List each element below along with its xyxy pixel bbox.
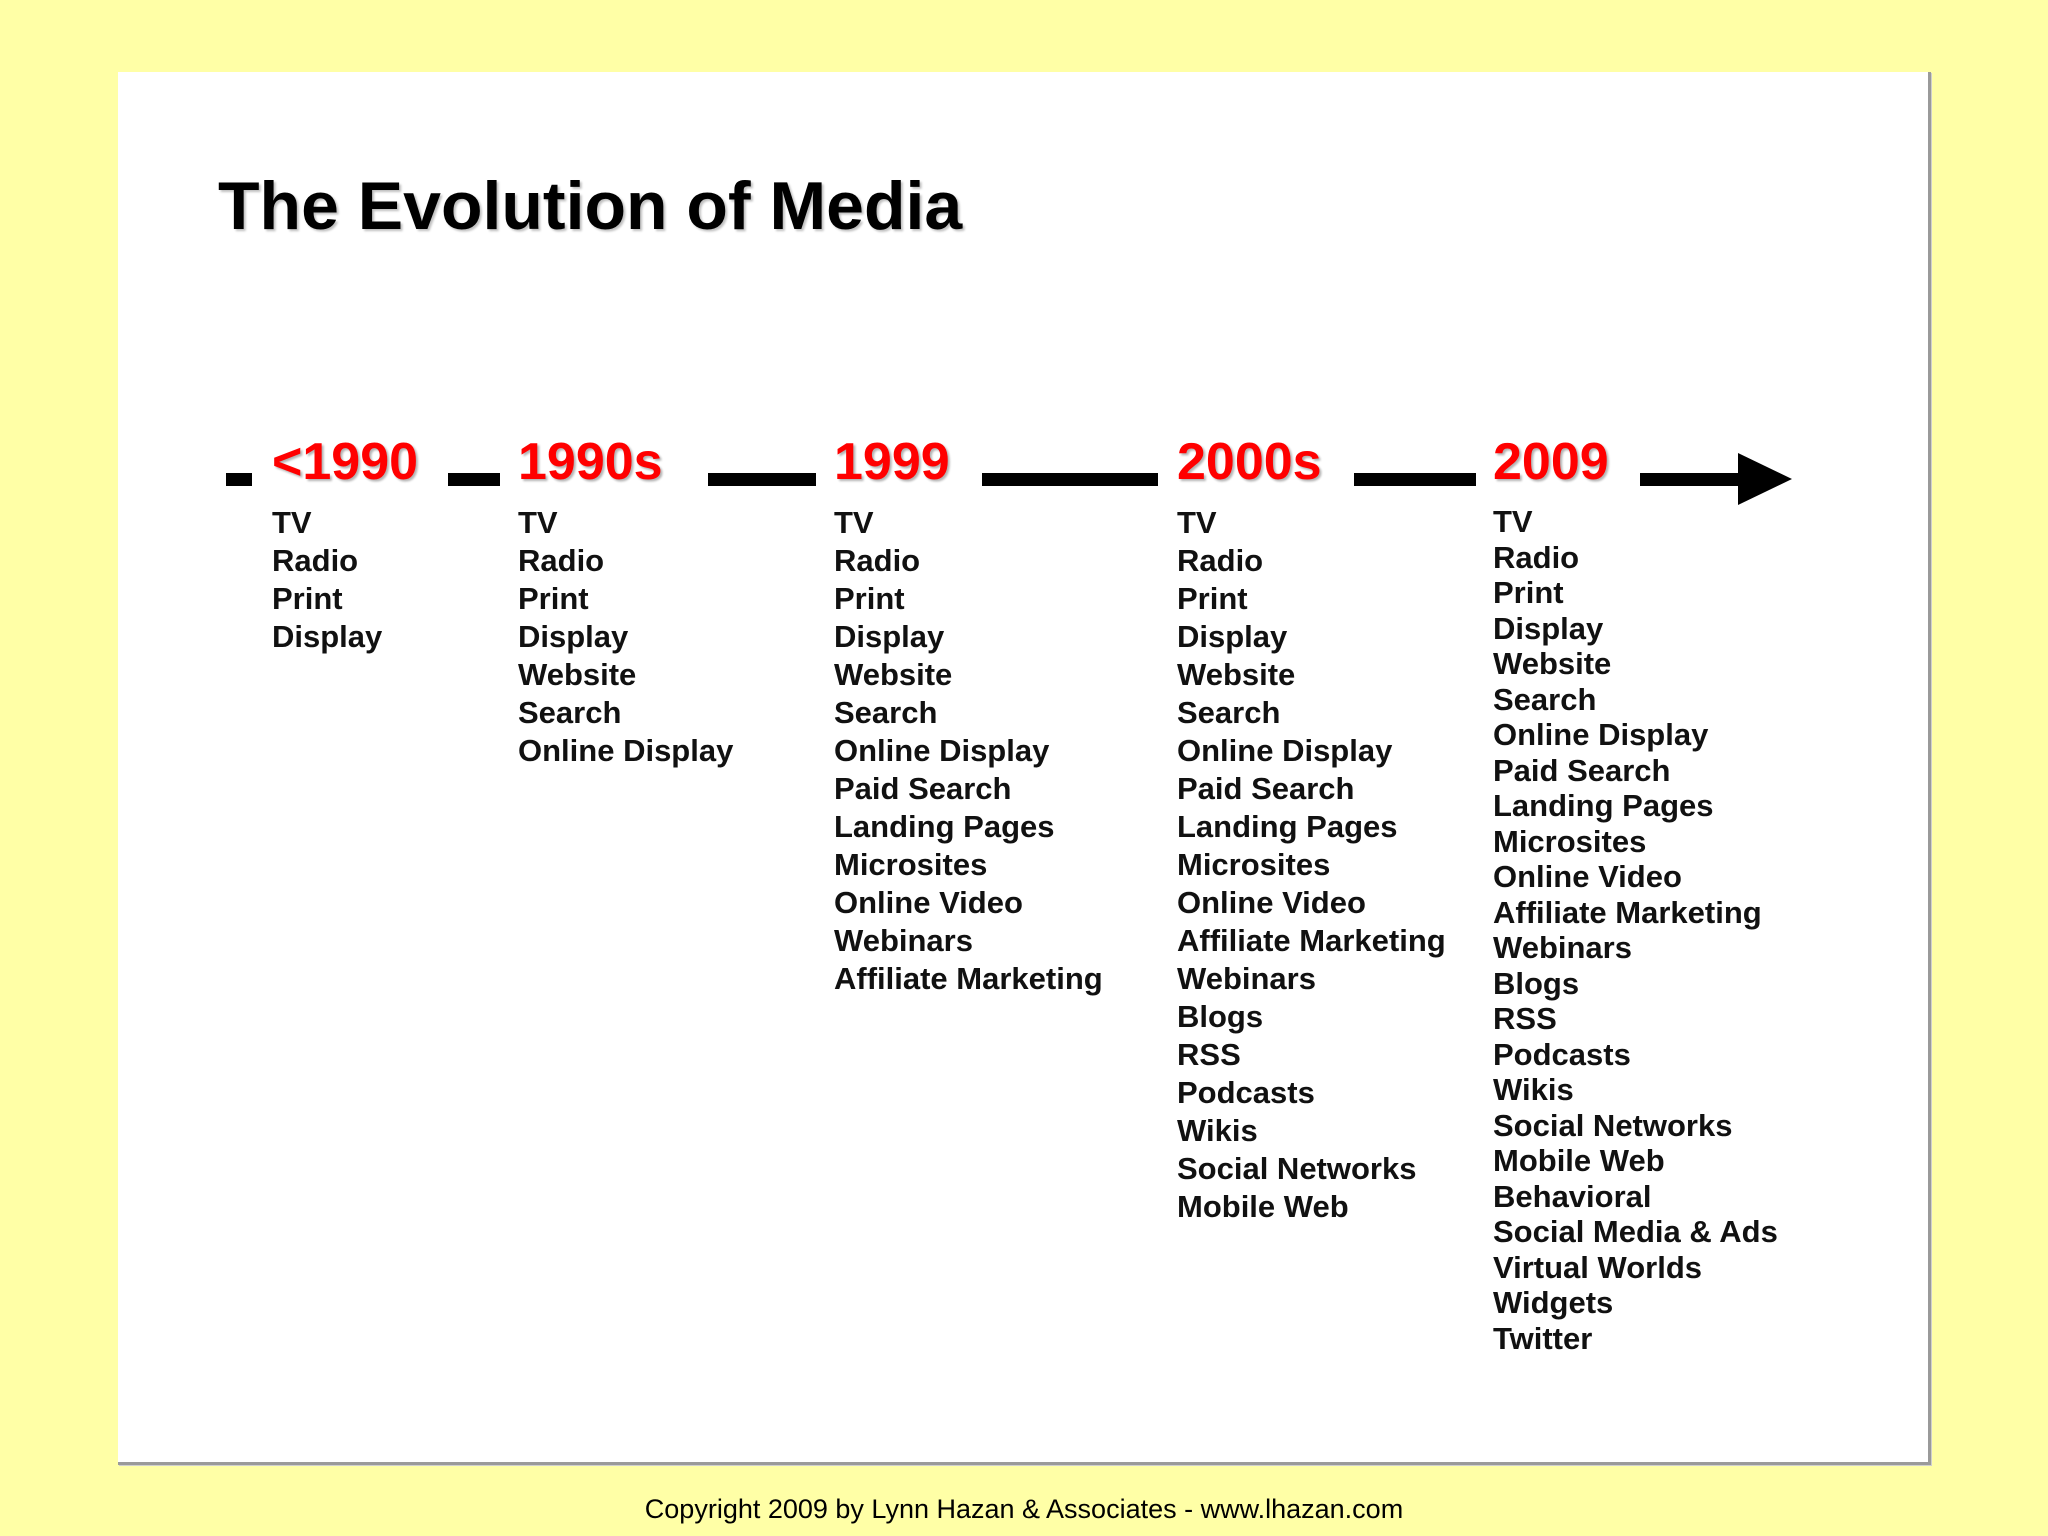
channel-item: Online Video	[1493, 859, 1682, 894]
channel-item: Online Display	[518, 733, 734, 768]
channel-item: Online Display	[1493, 717, 1709, 752]
channel-item: RSS	[1177, 1037, 1241, 1072]
channel-item: Webinars	[1493, 930, 1632, 965]
channel-item: Microsites	[1177, 847, 1331, 882]
era-year-label: 2000s	[1177, 433, 1322, 491]
timeline-segment	[448, 473, 500, 486]
channel-item: Print	[272, 581, 343, 616]
channel-item: Twitter	[1493, 1320, 1593, 1356]
channel-item: Podcasts	[1177, 1075, 1315, 1110]
channel-item: TV	[1177, 505, 1217, 540]
channel-item: Paid Search	[834, 771, 1012, 806]
channel-item: Radio	[1493, 539, 1580, 575]
slide-title: The Evolution of Media	[218, 168, 963, 244]
timeline-segment	[226, 473, 252, 486]
channel-item: Radio	[834, 543, 921, 578]
channel-item: TV	[834, 505, 874, 540]
channel-item: Landing Pages	[1177, 809, 1398, 844]
channel-item: Display	[1177, 619, 1288, 654]
channel-item: Online Display	[834, 733, 1050, 768]
era-channels-below: TV Radio Print Display Website Search Online D…	[834, 504, 1103, 998]
channel-item: Podcasts	[1493, 1036, 1631, 1072]
channel-item: Print	[1177, 581, 1248, 616]
channel-item: Wikis	[1493, 1072, 1574, 1107]
channel-item: RSS	[1493, 1001, 1557, 1036]
channel-item: Landing Pages	[834, 809, 1055, 844]
channel-item: Display	[518, 619, 629, 654]
timeline-segment	[708, 473, 816, 486]
channel-item: Mobile Web	[1493, 1143, 1665, 1178]
channel-item: Website	[834, 657, 953, 692]
channel-item: Virtual Worlds	[1493, 1249, 1703, 1285]
channel-item: Widgets	[1493, 1285, 1614, 1320]
era-year-label: 1990s	[518, 433, 663, 491]
channel-item: Webinars	[1177, 961, 1316, 996]
channel-item: Social Media & Ads	[1493, 1214, 1778, 1249]
channel-item: TV	[518, 505, 558, 540]
channel-item: Search	[518, 695, 622, 730]
channel-item: Website	[1177, 657, 1296, 692]
channel-item: Affiliate Marketing	[1493, 894, 1762, 930]
channel-item: Search	[1177, 695, 1281, 730]
timeline-segment	[1640, 473, 1740, 486]
channel-item: Display	[834, 619, 945, 654]
channel-item: Radio	[272, 543, 359, 578]
era-channels-below: TV Radio Print Display Website Search Online D…	[1493, 504, 1778, 1356]
era-channels-below: TV Radio Print Display	[272, 504, 382, 656]
era-channels-below: TV Radio Print Display Website Search Online D…	[518, 504, 733, 770]
channel-item: Blogs	[1177, 999, 1264, 1034]
channel-item: Affiliate Marketing	[834, 961, 1103, 996]
channel-item: Radio	[518, 543, 605, 578]
channel-item: Microsites	[1493, 823, 1647, 859]
channel-item: Online Video	[834, 885, 1023, 920]
channel-item: Affiliate Marketing	[1177, 923, 1446, 958]
channel-item: Website	[518, 657, 637, 692]
channel-item: Online Display	[1177, 733, 1393, 768]
channel-item: Landing Pages	[1493, 788, 1714, 823]
era-year-label: 2009	[1493, 433, 1609, 491]
era-channels-below: TV Radio Print Display Website Search Online D…	[1177, 504, 1446, 1226]
channel-item: Print	[834, 581, 905, 616]
channel-item: TV	[1493, 504, 1533, 539]
channel-item: Microsites	[834, 847, 988, 882]
channel-item: Social Networks	[1493, 1107, 1733, 1143]
channel-item: Webinars	[834, 923, 973, 958]
channel-item: Paid Search	[1493, 752, 1671, 788]
channel-item: Search	[1493, 681, 1597, 717]
era-year-label: 1999	[834, 433, 950, 491]
channel-item: Mobile Web	[1177, 1189, 1349, 1224]
channel-item: Paid Search	[1177, 771, 1355, 806]
channel-item: Radio	[1177, 543, 1264, 578]
channel-item: Website	[1493, 646, 1612, 681]
channel-item: Search	[834, 695, 938, 730]
channel-item: Display	[272, 619, 383, 654]
channel-item: Online Video	[1177, 885, 1366, 920]
channel-item: Print	[518, 581, 589, 616]
timeline-arrowhead	[1738, 453, 1792, 505]
era-year-label: <1990	[272, 433, 419, 491]
timeline-segment	[982, 473, 1158, 486]
channel-item: Wikis	[1177, 1113, 1258, 1148]
timeline-segment	[1354, 473, 1476, 486]
channel-item: Behavioral	[1493, 1178, 1652, 1214]
copyright-footer: Copyright 2009 by Lynn Hazan & Associate…	[644, 1494, 1404, 1524]
channel-item: Social Networks	[1177, 1151, 1417, 1186]
slide-canvas	[118, 72, 1931, 1465]
channel-item: Print	[1493, 575, 1564, 610]
channel-item: TV	[272, 505, 312, 540]
channel-item: Display	[1493, 610, 1604, 646]
channel-item: Blogs	[1493, 965, 1580, 1001]
